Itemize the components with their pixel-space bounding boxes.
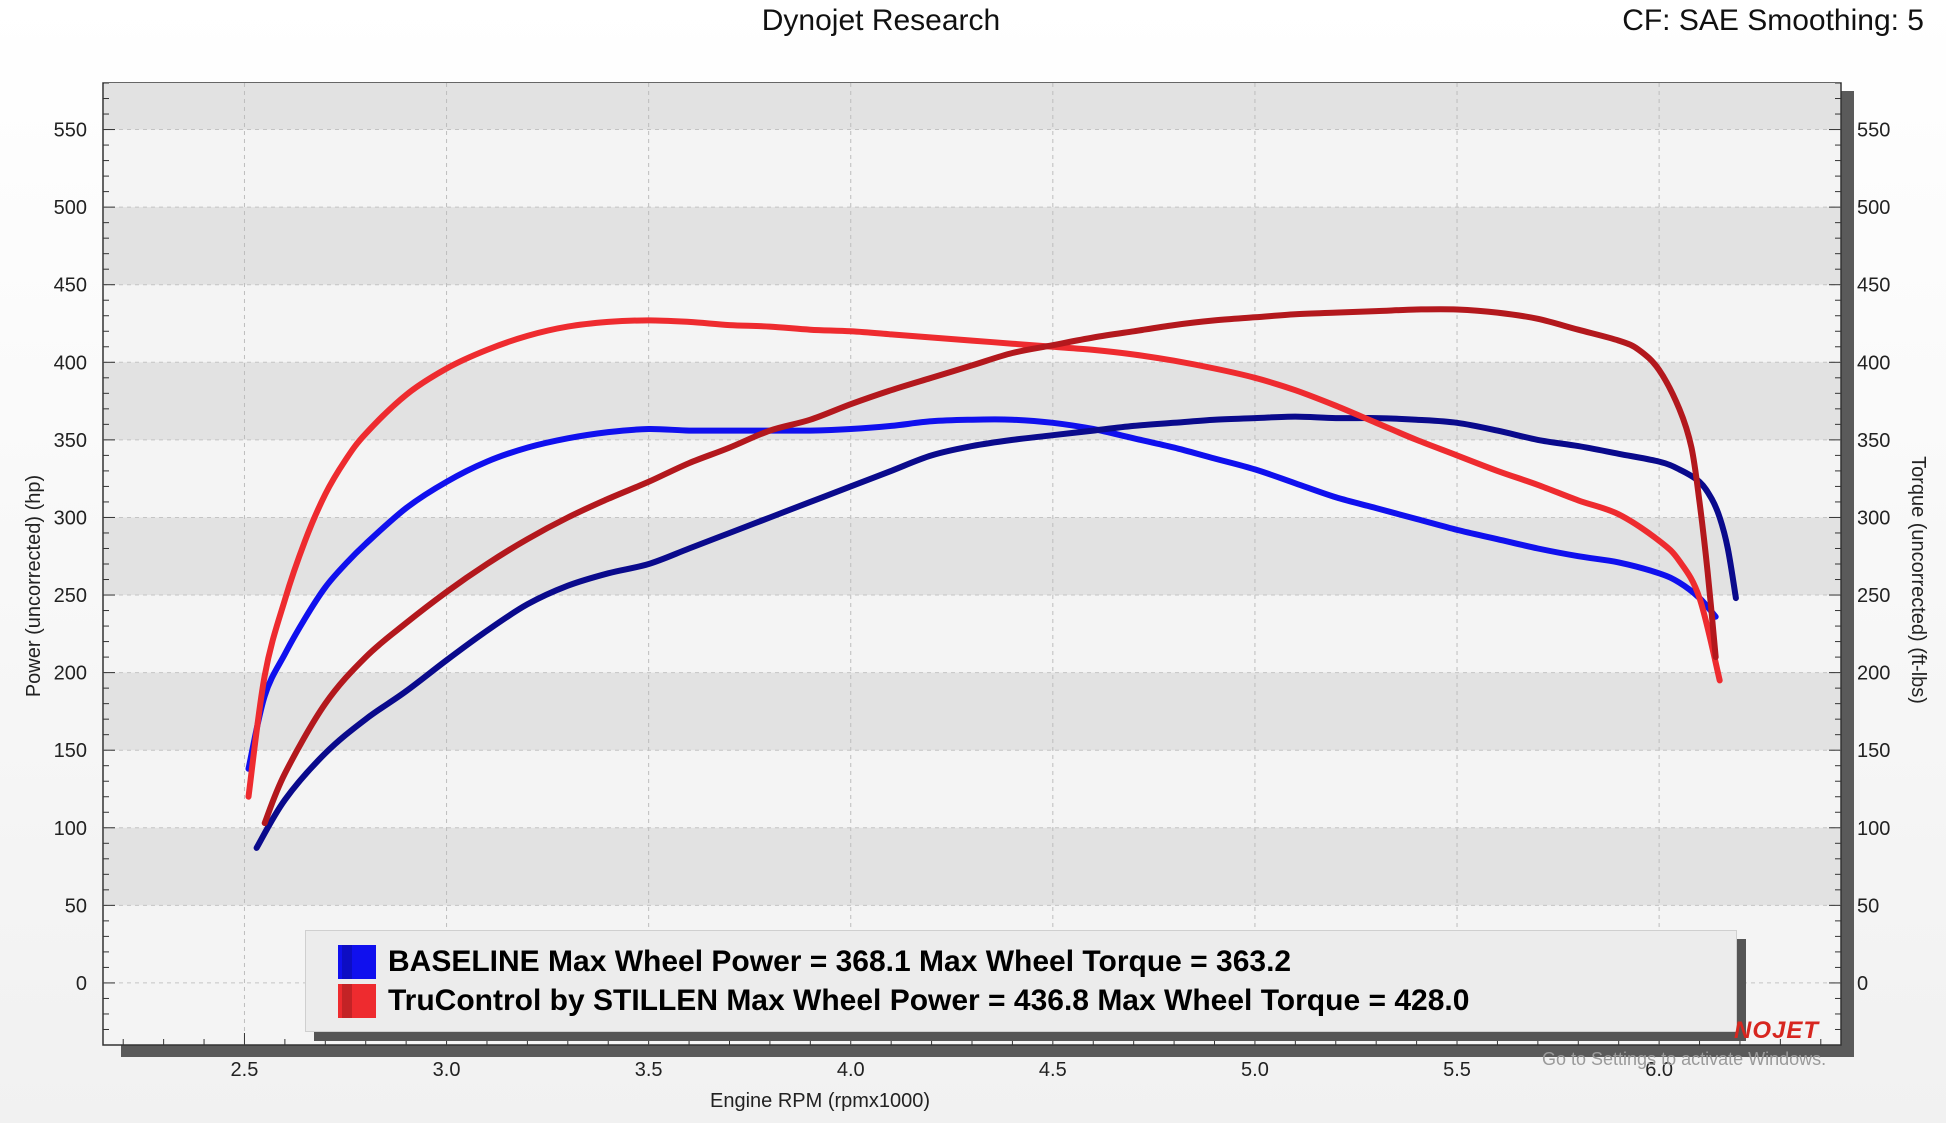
legend-item-baseline: BASELINE Max Wheel Power = 368.1 Max Whe… bbox=[338, 942, 1291, 982]
legend-item-trucontrol: TruControl by STILLEN Max Wheel Power = … bbox=[338, 981, 1469, 1021]
dynojet-logo: NOJET bbox=[1734, 1017, 1820, 1044]
y-tick-label: 100 bbox=[54, 818, 87, 840]
x-tick-label: 2.5 bbox=[231, 1059, 259, 1081]
y-tick-label: 400 bbox=[54, 352, 87, 374]
x-tick-label: 4.0 bbox=[837, 1059, 865, 1081]
legend-label-trucontrol: TruControl by STILLEN Max Wheel Power = … bbox=[388, 984, 1470, 1017]
x-tick-label: 5.0 bbox=[1241, 1059, 1269, 1081]
x-axis-label: Engine RPM (rpmx1000) bbox=[710, 1090, 930, 1112]
y-tick-label: 150 bbox=[54, 740, 87, 762]
y-tick-label: 550 bbox=[54, 120, 87, 142]
y-tick-label: 500 bbox=[54, 197, 87, 219]
plot-area bbox=[102, 82, 1842, 1046]
plot-band bbox=[104, 827, 1840, 906]
y2-tick-label: 150 bbox=[1857, 740, 1890, 762]
series-line-trucontrol-by-stillen-torque bbox=[261, 306, 1719, 827]
x-tick-label: 6.0 bbox=[1645, 1059, 1673, 1081]
series-line-baseline-torque bbox=[253, 413, 1739, 851]
y2-tick-label: 300 bbox=[1857, 507, 1890, 529]
y2-tick-label: 550 bbox=[1857, 120, 1890, 142]
plot-band bbox=[104, 672, 1840, 751]
y-tick-label: 350 bbox=[54, 430, 87, 452]
legend-swatch-baseline bbox=[338, 945, 376, 979]
series-line-trucontrol-by-stillen-power bbox=[245, 317, 1723, 800]
plot-band bbox=[104, 362, 1840, 440]
x-tick-label: 3.5 bbox=[635, 1059, 663, 1081]
y2-tick-label: 350 bbox=[1857, 430, 1890, 452]
y-tick-label: 200 bbox=[54, 663, 87, 685]
y-tick-label: 250 bbox=[54, 585, 87, 607]
legend: BASELINE Max Wheel Power = 368.1 Max Whe… bbox=[305, 930, 1737, 1032]
left-axis: 0 50 100 150 200 250 300 350 400 450 500 550 bbox=[54, 82, 115, 1046]
y-tick-label: 50 bbox=[65, 895, 87, 917]
y2-tick-label: 250 bbox=[1857, 585, 1890, 607]
y2-tick-label: 400 bbox=[1857, 352, 1890, 374]
y2-tick-label: 100 bbox=[1857, 818, 1890, 840]
plot-band bbox=[104, 207, 1840, 285]
x-axis: 2.5 3.0 3.5 4.0 4.5 5.0 5.5 6.0 bbox=[122, 1033, 1822, 1081]
windows-activation-watermark: Go to Settings to activate Windows. bbox=[1542, 1049, 1827, 1069]
x-tick-label: 5.5 bbox=[1443, 1059, 1471, 1081]
chart-title: Dynojet Research bbox=[761, 4, 1001, 37]
legend-label-baseline: BASELINE Max Wheel Power = 368.1 Max Whe… bbox=[388, 945, 1292, 978]
correction-factor-label: CF: SAE Smoothing: 5 bbox=[1622, 4, 1924, 37]
series-line-baseline-power bbox=[245, 416, 1719, 772]
y2-tick-label: 450 bbox=[1857, 275, 1890, 297]
y-axis-label: Power (uncorrected) (hp) bbox=[23, 475, 45, 697]
y2-tick-label: 50 bbox=[1857, 895, 1879, 917]
x-tick-label: 4.5 bbox=[1039, 1059, 1067, 1081]
y2-axis-label: Torque (uncorrected) (ft-lbs) bbox=[1907, 456, 1929, 704]
right-axis: 0 50 100 150 200 250 300 350 400 450 500 550 bbox=[1829, 82, 1890, 1046]
y2-tick-label: 200 bbox=[1857, 663, 1890, 685]
y-tick-label: 450 bbox=[54, 275, 87, 297]
y2-tick-label: 500 bbox=[1857, 197, 1890, 219]
x-tick-label: 3.0 bbox=[433, 1059, 461, 1081]
y-tick-label: 300 bbox=[54, 507, 87, 529]
legend-swatch-trucontrol bbox=[338, 984, 376, 1018]
y-tick-label: 0 bbox=[76, 973, 87, 995]
plot-band bbox=[104, 83, 1840, 130]
plot-band bbox=[104, 517, 1840, 596]
y2-tick-label: 0 bbox=[1857, 973, 1868, 995]
series-layer bbox=[245, 306, 1739, 851]
